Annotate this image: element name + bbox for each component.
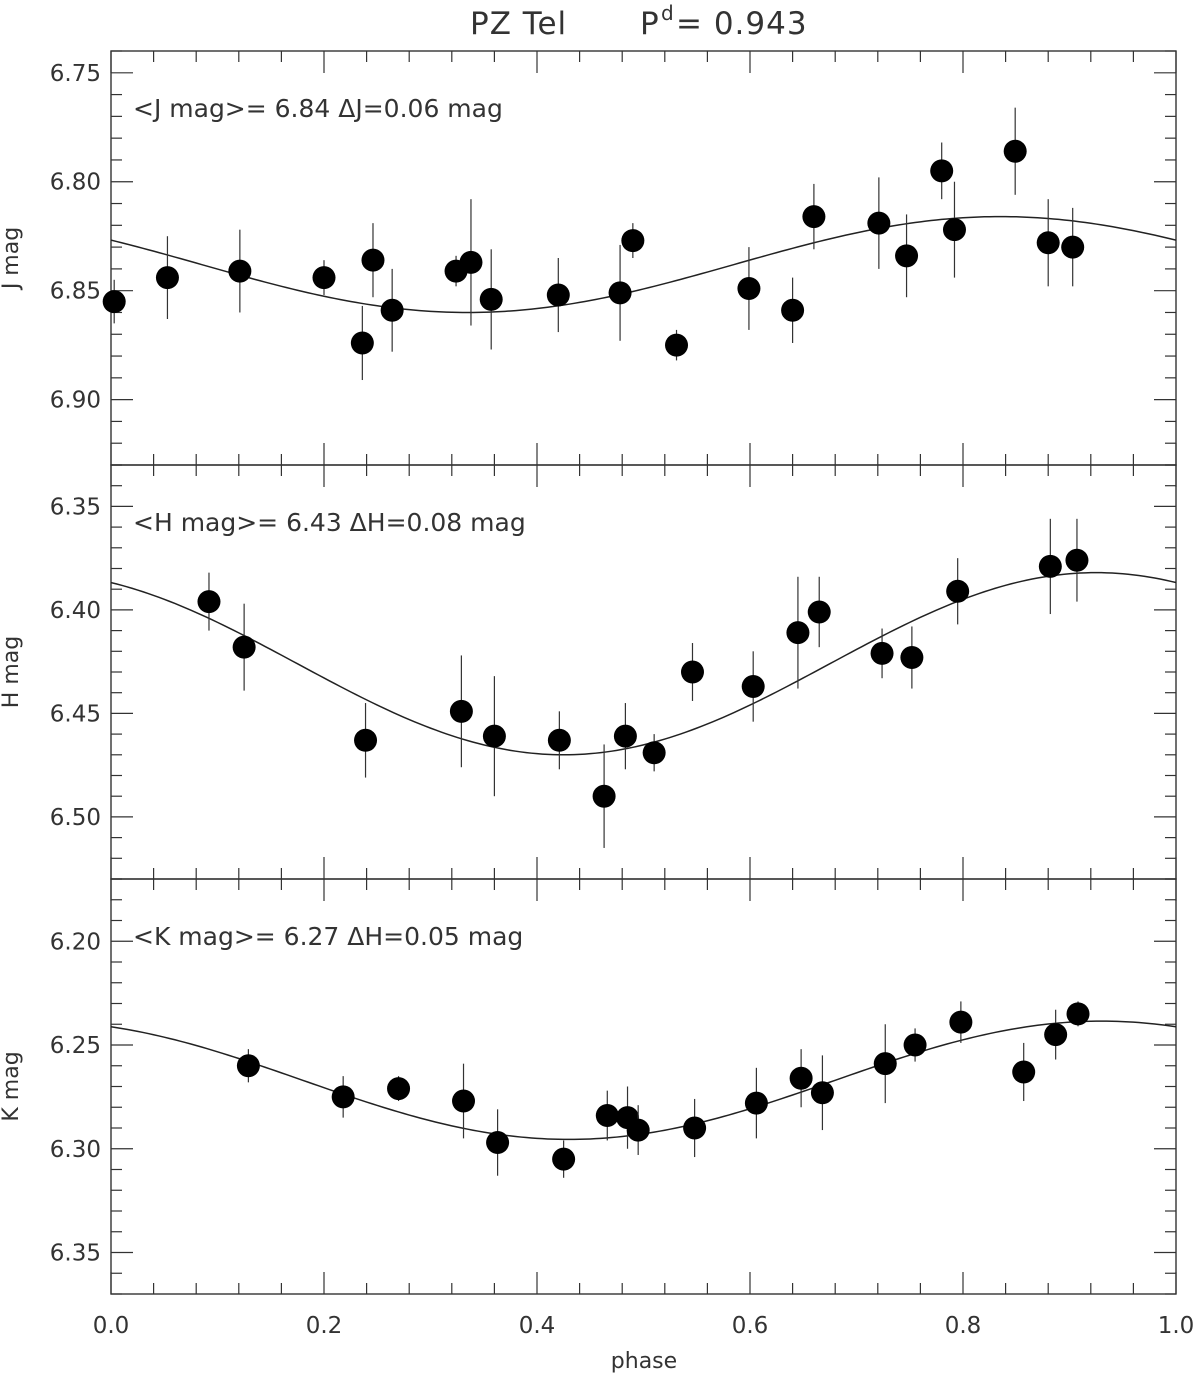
data-point: [312, 266, 336, 290]
data-point: [942, 218, 966, 242]
data-point: [1066, 1002, 1090, 1026]
data-point: [350, 331, 374, 355]
data-point: [595, 1104, 619, 1128]
data-point: [626, 1118, 650, 1142]
data-point: [592, 784, 616, 808]
panel-annotation: <K mag>= 6.27 ΔH=0.05 mag: [133, 922, 523, 951]
data-point: [870, 641, 894, 665]
data-point: [683, 1116, 707, 1140]
data-point: [228, 259, 252, 283]
panel-1: 6.75 6.80 6.85 6.90 J mag <J mag>= 6.84 ΔJ=0.…: [0, 50, 1177, 466]
data-point: [741, 674, 765, 698]
data-point: [789, 1066, 813, 1090]
data-point: [949, 1010, 973, 1034]
x-tick-label: 0.2: [306, 1313, 343, 1339]
data-point: [1061, 235, 1085, 259]
data-point: [1012, 1060, 1036, 1084]
data-point: [479, 287, 503, 311]
data-point: [1038, 554, 1062, 578]
data-point: [482, 724, 506, 748]
data-point: [155, 266, 179, 290]
y-axis-label: K mag: [0, 1051, 24, 1121]
x-tick-label: 0.8: [945, 1313, 982, 1339]
data-point: [1036, 231, 1060, 255]
panel-annotation: <J mag>= 6.84 ΔJ=0.06 mag: [133, 94, 503, 123]
data-point: [331, 1085, 355, 1109]
data-point: [449, 699, 473, 723]
data-point: [1003, 139, 1027, 163]
data-point: [387, 1077, 411, 1101]
data-point: [552, 1147, 576, 1171]
y-tick-label: 6.35: [50, 1241, 101, 1267]
data-point: [930, 159, 954, 183]
data-point: [807, 600, 831, 624]
y-tick-label: 6.25: [50, 1033, 101, 1059]
data-point: [665, 333, 689, 357]
data-point: [459, 250, 483, 274]
data-point: [486, 1131, 510, 1155]
figure-title: PZ Tel P d = 0.943: [470, 1, 808, 42]
y-tick-label: 6.45: [50, 701, 101, 727]
data-point: [737, 277, 761, 301]
data-point: [810, 1081, 834, 1105]
data-point: [236, 1054, 260, 1078]
data-point: [895, 244, 919, 268]
data-point: [903, 1033, 927, 1057]
model-curve: [111, 571, 1176, 756]
title-period-value: = 0.943: [676, 6, 808, 42]
y-tick-label: 6.75: [50, 61, 101, 87]
model-curve: [111, 215, 1176, 314]
y-axis-label: H mag: [0, 636, 24, 708]
y-axis-label: J mag: [0, 227, 24, 291]
y-tick-label: 6.20: [50, 929, 101, 955]
data-point: [102, 290, 126, 314]
panels: 6.75 6.80 6.85 6.90 J mag <J mag>= 6.84 ΔJ=0.…: [0, 50, 1177, 1295]
data-point: [546, 283, 570, 307]
data-point: [946, 579, 970, 603]
data-point: [867, 211, 891, 235]
x-tick-label: 1.0: [1158, 1313, 1195, 1339]
data-point: [744, 1091, 768, 1115]
data-point: [680, 660, 704, 684]
data-point: [1065, 548, 1089, 572]
y-tick-label: 6.40: [50, 598, 101, 624]
x-tick-label: 0.4: [519, 1313, 556, 1339]
data-point: [452, 1089, 476, 1113]
y-tick-label: 6.80: [50, 170, 101, 196]
data-point: [197, 590, 221, 614]
data-point: [873, 1052, 897, 1076]
data-point: [1044, 1023, 1068, 1047]
x-axis-label: phase: [611, 1349, 677, 1374]
data-point: [232, 635, 256, 659]
x-axis: phase 0.0 0.2 0.4 0.6 0.8 1.0: [93, 1313, 1195, 1374]
panel-annotation: <H mag>= 6.43 ΔH=0.08 mag: [133, 508, 526, 537]
title-period-symbol: P: [640, 6, 660, 42]
panel-2: 6.35 6.40 6.45 6.50 H mag <H mag>= 6.43 ΔH=0.…: [0, 464, 1177, 880]
data-point: [621, 229, 645, 253]
y-tick-label: 6.35: [50, 494, 101, 520]
data-point: [786, 621, 810, 645]
data-point: [613, 724, 637, 748]
data-point: [642, 741, 666, 765]
title-period-superscript: d: [661, 1, 674, 25]
y-tick-label: 6.50: [50, 805, 101, 831]
data-point: [802, 205, 826, 229]
x-tick-label: 0.6: [732, 1313, 769, 1339]
title-star-name: PZ Tel: [470, 6, 567, 42]
panel-3: 6.20 6.25 6.30 6.35 K mag <K mag>= 6.27 ΔH=0.…: [0, 878, 1177, 1295]
data-point: [361, 248, 385, 272]
y-tick-label: 6.30: [50, 1137, 101, 1163]
x-tick-label: 0.0: [93, 1313, 130, 1339]
data-point: [900, 646, 924, 670]
data-point: [781, 298, 805, 322]
data-point: [547, 728, 571, 752]
y-tick-label: 6.90: [50, 388, 101, 414]
y-tick-label: 6.85: [50, 279, 101, 305]
data-point: [354, 728, 378, 752]
data-point: [608, 281, 632, 305]
data-point: [380, 298, 404, 322]
